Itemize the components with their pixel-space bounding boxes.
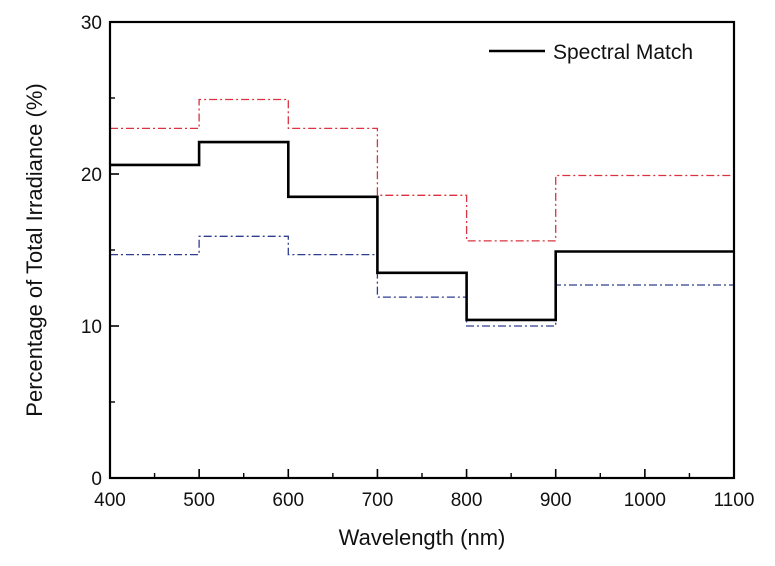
x-tick-label: 600 [272, 490, 304, 511]
y-axis-title: Percentage of Total Irradiance (%) [22, 83, 47, 416]
x-tick-label: 1100 [714, 490, 755, 511]
y-tick-label: 30 [81, 13, 102, 34]
y-tick-label: 10 [81, 317, 102, 338]
x-axis-title: Wavelength (nm) [339, 525, 506, 550]
legend: Spectral Match [489, 41, 693, 64]
x-tick-label: 700 [362, 490, 394, 511]
legend-label-spectral-match: Spectral Match [553, 41, 693, 64]
series-lower-limit [110, 235, 734, 327]
x-tick-label: 1000 [624, 490, 666, 511]
series-upper-limit [110, 98, 734, 242]
plot-frame [108, 20, 736, 480]
y-tick-label: 20 [81, 165, 102, 186]
x-tick-label: 800 [451, 490, 483, 511]
x-tick-label: 400 [94, 490, 126, 511]
series-layer [110, 98, 734, 327]
x-tick-label: 900 [540, 490, 572, 511]
y-tick-label: 0 [91, 469, 102, 490]
x-tick-label: 500 [183, 490, 215, 511]
series-spectral-match [110, 140, 734, 322]
ticks-layer: 400 500 600 700 800 900 1000 1100 0 10 20 30 [81, 13, 755, 511]
